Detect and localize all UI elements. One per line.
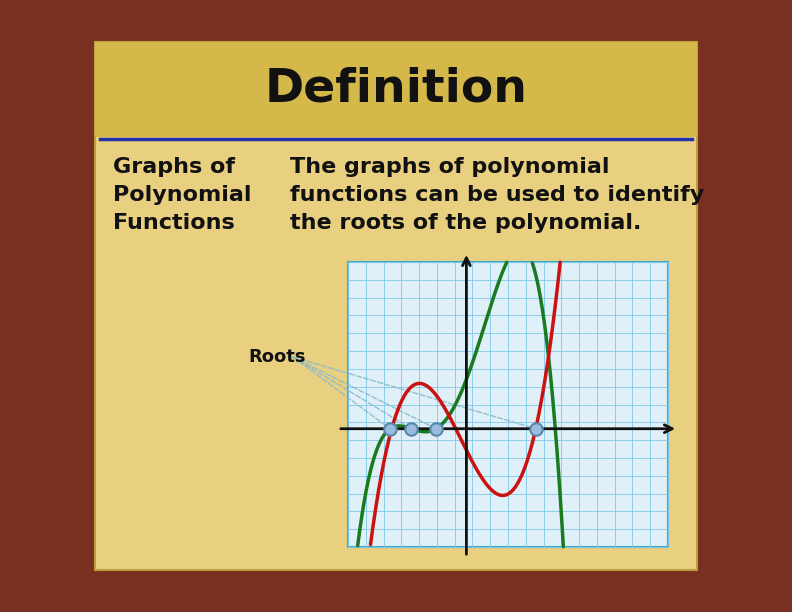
Bar — [95, 42, 697, 137]
Text: Definition: Definition — [265, 67, 527, 112]
Bar — [348, 262, 668, 547]
Text: The graphs of polynomial
functions can be used to identify
the roots of the poly: The graphs of polynomial functions can b… — [290, 157, 704, 233]
Text: Graphs of
Polynomial
Functions: Graphs of Polynomial Functions — [113, 157, 252, 233]
Bar — [95, 42, 697, 570]
Text: Roots: Roots — [248, 348, 306, 366]
